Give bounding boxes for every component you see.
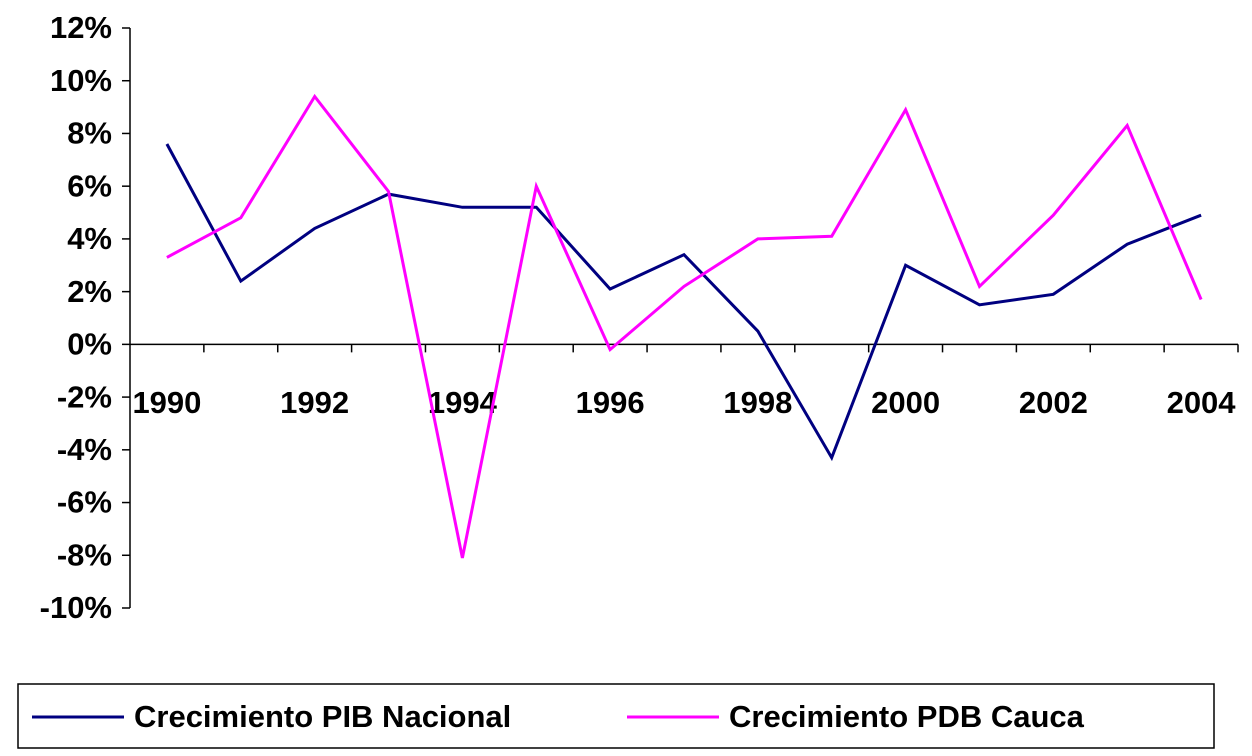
y-tick-label: 6% [67, 168, 112, 203]
x-tick-label: 1990 [132, 385, 201, 420]
series-line [165, 143, 1202, 462]
y-tick-label: 12% [50, 10, 112, 45]
legend-label: Crecimiento PIB Nacional [134, 699, 511, 734]
x-tick-label: 2004 [1167, 385, 1237, 420]
y-tick-label: 0% [67, 327, 112, 362]
series-line [166, 93, 1203, 559]
y-tick-label: 8% [67, 116, 112, 151]
x-tick-label: 2000 [871, 385, 940, 420]
y-tick-label: -6% [57, 485, 112, 520]
x-tick-label: 1992 [280, 385, 349, 420]
x-tick-label: 1996 [576, 385, 645, 420]
y-tick-label: -4% [57, 432, 112, 467]
legend-label: Crecimiento PDB Cauca [729, 699, 1085, 734]
y-tick-label: 2% [67, 274, 112, 309]
y-tick-label: -10% [40, 590, 112, 625]
x-tick-label: 1998 [723, 385, 792, 420]
x-tick-label: 1994 [428, 385, 498, 420]
x-tick-label: 2002 [1019, 385, 1088, 420]
legend-box [17, 683, 1215, 749]
y-tick-label: -8% [57, 537, 112, 572]
y-tick-label: 10% [50, 63, 112, 98]
y-tick-label: -2% [57, 379, 112, 414]
y-tick-label: 4% [67, 221, 112, 256]
